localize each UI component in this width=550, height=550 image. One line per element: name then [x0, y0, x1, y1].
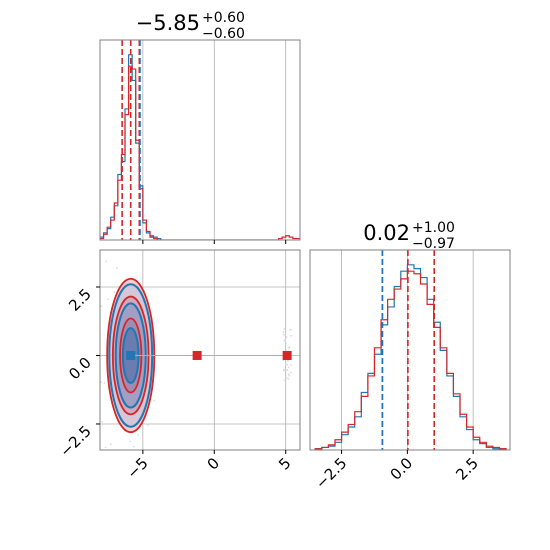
joint-sample-point: [153, 399, 156, 402]
marginal-histogram-param-2: −2.5 0.0 2.5: [309, 249, 511, 493]
hist1-frame: [99, 39, 301, 241]
joint-outlier-point: [287, 377, 290, 380]
joint-sample-point: [105, 260, 107, 263]
marginal-histogram-param-1: [99, 39, 301, 244]
joint-outlier-point: [285, 369, 288, 371]
title-param-1: −5.85 +0.60 −0.60: [136, 10, 245, 42]
joint-sample-point: [100, 381, 103, 384]
joint-outlier-point: [285, 336, 288, 338]
joint-y-tick-label-0: 2.5: [65, 285, 95, 315]
joint-sample-point: [104, 446, 107, 449]
title-2-value: 0.02: [363, 221, 410, 245]
joint-distribution-panel: −5 0 5 2.5 0.0 −2.5: [56, 249, 301, 482]
title-2-plus: +1.00: [412, 220, 455, 236]
joint-x-tick-label-1: 0: [204, 454, 223, 473]
hist2-x-tick-label-0: −2.5: [312, 454, 350, 492]
hist2-series: [314, 250, 507, 450]
title-1-minus: −0.60: [202, 26, 245, 42]
joint-outlier-point: [285, 377, 288, 379]
joint-outlier-point: [289, 334, 292, 337]
joint-x-tick-label-2: 5: [275, 454, 294, 473]
hist2-frame: [309, 249, 511, 451]
joint-outlier-point: [289, 328, 292, 331]
hist1-series-1: [100, 65, 300, 240]
joint-y-tick-label-2: −2.5: [56, 422, 94, 460]
joint-marker-1: [192, 350, 202, 360]
joint-outlier-point: [287, 359, 289, 362]
joint-sample-point: [115, 267, 118, 269]
joint-outlier-point: [284, 339, 287, 342]
joint-outlier-point: [284, 369, 287, 371]
joint-sample-point: [101, 420, 104, 423]
joint-sample-point: [150, 422, 153, 425]
joint-outlier-point: [286, 363, 289, 366]
hist2-x-tick-labels: −2.5 0.0 2.5: [312, 454, 482, 492]
title-2-minus: −0.97: [412, 236, 455, 252]
joint-marker-0: [126, 350, 136, 360]
joint-outlier-point: [283, 379, 286, 382]
joint-sample-point: [109, 443, 112, 446]
joint-sample-point: [100, 305, 103, 308]
joint-y-tick-labels: 2.5 0.0 −2.5: [56, 285, 94, 460]
joint-outlier-point: [288, 374, 291, 377]
joint-outlier-point: [283, 327, 286, 330]
joint-outlier-point: [288, 346, 291, 349]
joint-sample-point: [133, 445, 135, 448]
hist2-series-1: [314, 270, 507, 450]
joint-sample-point: [110, 450, 112, 452]
joint-x-tick-labels: −5 0 5: [123, 454, 294, 482]
joint-sample-point: [107, 298, 110, 301]
joint-sample-point: [113, 291, 116, 293]
joint-sample-point: [129, 440, 132, 443]
joint-outlier-point: [290, 364, 292, 366]
joint-y-tick-label-1: 0.0: [65, 354, 95, 384]
joint-outlier-point: [287, 373, 290, 376]
joint-frame: [99, 249, 301, 451]
joint-sample-point: [137, 433, 140, 436]
joint-contours: [100, 260, 292, 452]
title-param-2: 0.02 +1.00 −0.97: [363, 220, 455, 252]
joint-ticks: [96, 286, 287, 454]
joint-marker-2: [282, 350, 292, 360]
hist1-series: [100, 40, 300, 240]
title-1-value: −5.85: [136, 11, 200, 35]
joint-outlier-point: [282, 331, 285, 334]
joint-outlier-point: [287, 366, 290, 369]
hist1-ticks: [142, 240, 287, 244]
joint-sample-point: [103, 382, 106, 385]
hist2-series-0: [314, 264, 507, 450]
hist2-x-tick-label-2: 2.5: [452, 454, 482, 484]
hist2-ticks: [341, 450, 474, 454]
hist1-grid: [142, 40, 287, 240]
joint-outlier-point: [284, 333, 286, 336]
joint-x-tick-label-0: −5: [123, 454, 151, 482]
joint-outlier-point: [284, 362, 287, 365]
title-1-plus: +0.60: [202, 10, 245, 26]
joint-outlier-point: [282, 333, 285, 336]
joint-outlier-point: [290, 371, 292, 374]
joint-sample-point: [147, 424, 150, 427]
hist2-x-tick-label-1: 0.0: [387, 454, 417, 484]
